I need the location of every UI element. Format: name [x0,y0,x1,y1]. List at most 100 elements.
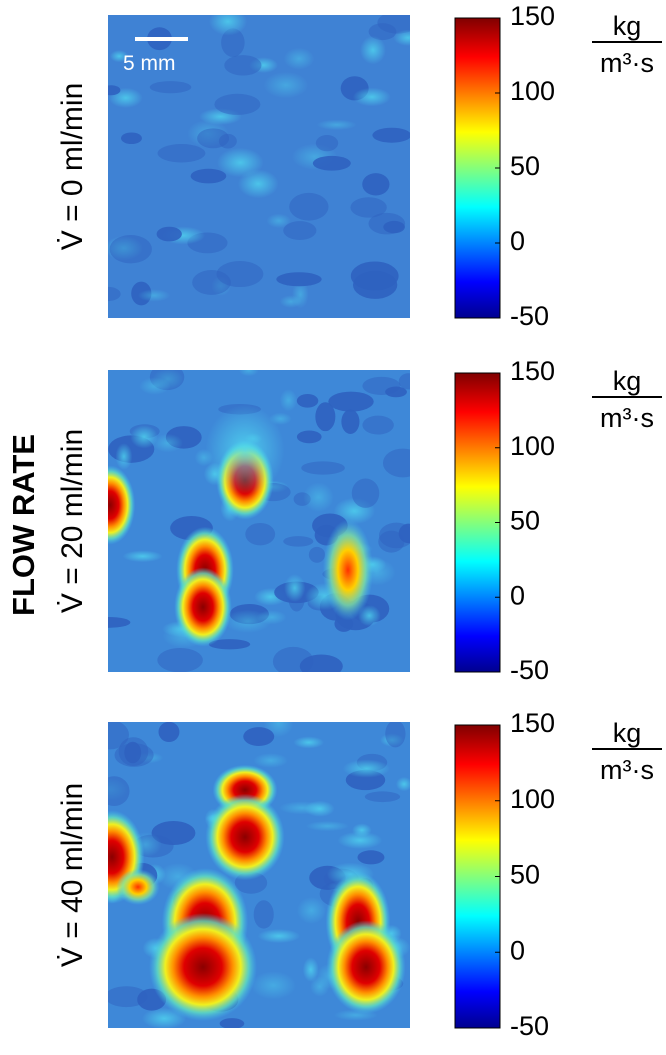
heatmap-texture [362,173,390,196]
heatmap-texture [121,132,142,145]
heatmap-texture [378,530,405,553]
heatmap-hotspot [174,567,232,647]
heatmap-texture [385,386,407,398]
heatmap-texture [208,15,248,36]
colorbar [454,372,501,673]
heatmap-texture [109,235,152,264]
heatmap-texture [279,295,302,308]
heatmap-texture [358,605,381,627]
colorbar-tick-label: 150 [510,708,555,738]
heatmap-texture [278,801,326,815]
heatmap-hotspot [205,405,285,495]
heatmap-texture [224,55,262,76]
heatmap-texture [151,820,196,846]
heatmap-texture [312,155,351,171]
heatmap-texture [328,391,374,412]
heatmap-texture [337,831,383,850]
heatmap-texture [350,261,399,291]
heatmap-texture [257,928,301,944]
heatmap-texture [108,776,130,806]
heatmap-hotspot [116,869,160,905]
panel-label: V̇ = 0 ml/min [56,83,89,251]
unit-numerator: kg [613,366,642,396]
heatmap-texture [156,226,182,242]
heatmap-texture [296,430,322,444]
heatmap-texture [216,147,264,178]
heatmap-texture [296,896,327,924]
colorbar-tick-label: 150 [510,356,555,386]
heatmap-texture [398,523,410,544]
heatmap-texture [395,776,410,792]
heatmap-texture [214,93,261,115]
heatmap-texture [137,289,171,302]
heatmap-texture [385,722,406,748]
heatmap-texture [263,71,309,99]
colorbar-tick-label: 100 [510,431,555,461]
heatmap-texture [398,373,410,390]
colorbar-tick-label: 0 [510,935,525,965]
heatmap-texture [149,81,192,94]
heatmap-texture [283,221,317,241]
unit-denominator: m³·s [600,48,654,78]
figure-label: FLOW RATE [6,434,41,616]
colorbar-tick-label: -50 [510,301,549,331]
heatmap-texture [157,648,203,672]
heatmap-texture [253,753,289,768]
heatmap-texture [305,820,350,832]
heatmap-texture [316,119,357,131]
heatmap-texture [382,448,410,478]
heatmap-texture [190,168,227,184]
heatmap-texture [357,850,385,865]
heatmap-texture [315,134,339,152]
heatmap-texture [352,823,372,837]
heatmap-texture [238,370,259,377]
heatmap-texture [276,272,322,287]
heatmap-texture [122,550,163,563]
heatmap-texture [289,192,329,221]
heatmap-texture [237,169,279,199]
heatmaps [108,15,410,1028]
heatmap-hotspot [205,793,285,881]
heatmap-texture [279,389,298,412]
heatmap-texture [350,197,387,218]
heatmap-texture [158,722,180,743]
heatmap-texture [296,393,319,408]
heatmap-texture [352,87,391,107]
heatmap-texture [393,29,410,46]
panel-label: V̇ = 40 ml/min [56,783,89,967]
heatmap-texture [302,957,319,982]
heatmap-texture [219,1018,245,1028]
heatmap-hotspot [326,920,406,1014]
heatmap-texture [360,35,386,65]
colorbar-tick-label: 50 [510,506,540,536]
heatmap-texture [341,409,360,434]
heatmap-texture [109,50,129,63]
heatmap-texture [115,443,133,470]
colorbar-tick-label: 50 [510,860,540,890]
heatmap-texture [157,144,206,163]
colorbar-tick-label: -50 [510,1011,549,1041]
colorbar [454,17,501,319]
heatmap-texture [197,128,230,149]
heatmap [108,722,410,1028]
heatmap-texture [250,971,297,1000]
colorbar-tick-label: 0 [510,226,525,256]
heatmap-texture [118,737,149,766]
heatmap-texture [108,286,121,302]
heatmap-texture [308,546,326,563]
heatmap [108,15,410,318]
heatmap-texture [351,478,380,508]
heatmap-texture [253,900,274,929]
heatmap-texture [283,536,314,547]
heatmap-texture [208,639,251,650]
unit-denominator: m³·s [600,755,654,785]
heatmap-texture [243,727,275,747]
heatmap-texture [130,425,158,449]
colorbar-tick-label: -50 [510,655,549,685]
heatmap-texture [364,791,401,803]
unit-denominator: m³·s [600,403,654,433]
heatmap [108,370,410,672]
colorbar-tick-label: 100 [510,784,555,814]
